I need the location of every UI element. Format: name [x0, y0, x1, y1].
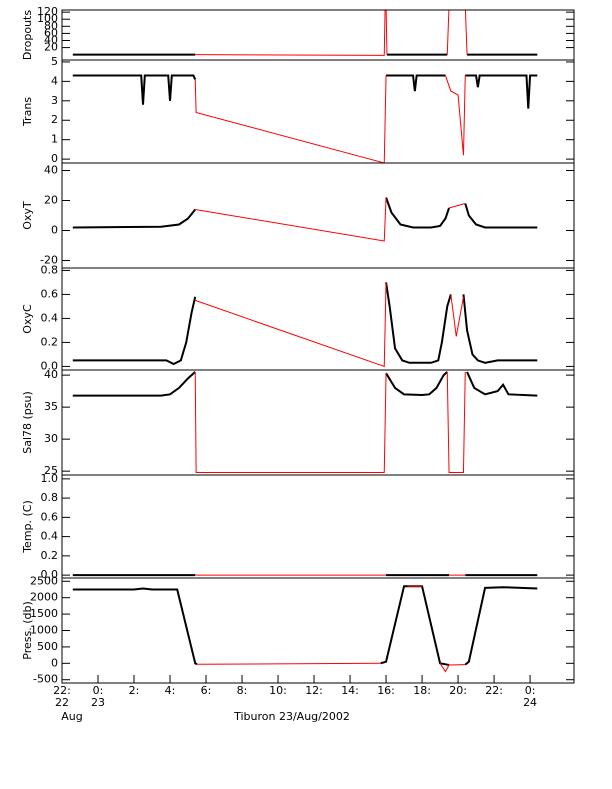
y-tick-label: 0.6: [41, 510, 59, 523]
y-axis-label: Trans: [21, 97, 34, 127]
x-axis-label: Tiburon 23/Aug/2002: [233, 710, 350, 723]
y-tick-label: 0.4: [41, 311, 59, 324]
y-tick-label: 40: [44, 33, 58, 46]
x-tick-label: 8:: [237, 684, 248, 697]
x-tick-label: 22:: [485, 684, 503, 697]
y-axis-label: OxyT: [21, 201, 34, 230]
panel-frame: [61, 9, 575, 61]
y-tick-label: 20: [44, 41, 58, 54]
x-tick-label: 20:: [449, 684, 467, 697]
panel-frame: [61, 162, 575, 269]
x-tick-date: 24: [523, 696, 537, 709]
y-tick-label: 2000: [30, 591, 58, 604]
x-tick-label: 14:: [341, 684, 359, 697]
y-tick-label: 80: [44, 19, 58, 32]
data-line: [194, 75, 466, 163]
y-tick-label: 0: [51, 152, 58, 165]
y-tick-label: 0.0: [41, 359, 59, 372]
y-tick-label: 2500: [30, 574, 58, 587]
x-tick-label: 10:: [269, 684, 287, 697]
y-tick-label: 100: [37, 12, 58, 25]
y-axis-label: OxyC: [21, 304, 34, 334]
y-tick-label: 35: [44, 400, 58, 413]
data-line: [197, 585, 466, 673]
panel-frame: [61, 474, 575, 579]
panel-data: [72, 282, 538, 368]
data-line: [194, 371, 466, 473]
y-tick-label: 1500: [30, 607, 58, 620]
y-tick-label: 0.2: [41, 335, 59, 348]
y-tick-label: 1: [51, 133, 58, 146]
x-tick-label: 4:: [165, 684, 176, 697]
panel-data: [72, 371, 538, 473]
y-tick-label: 60: [44, 26, 58, 39]
x-tick-date: 22: [55, 696, 69, 709]
x-tick-date: 23: [91, 696, 105, 709]
data-line: [195, 197, 466, 242]
y-tick-label: 40: [44, 368, 58, 381]
x-tick-label: 0:: [525, 684, 536, 697]
y-tick-label: 2: [51, 113, 58, 126]
data-line: [195, 282, 464, 368]
y-tick-label: 0: [51, 656, 58, 669]
y-axis-label: Sal78 (psu): [21, 391, 34, 454]
panel-frame: [61, 577, 575, 684]
data-line: [72, 585, 538, 666]
x-tick-label: 18:: [413, 684, 431, 697]
x-tick-label: 22:: [53, 684, 71, 697]
x-month: Aug: [61, 710, 82, 723]
data-line: [72, 197, 538, 229]
y-tick-label: 0.8: [41, 491, 59, 504]
y-tick-label: 1.0: [41, 472, 59, 485]
y-tick-label: 120: [37, 5, 58, 18]
x-tick-label: 16:: [377, 684, 395, 697]
x-tick-label: 0:: [93, 684, 104, 697]
y-tick-label: 25: [44, 464, 58, 477]
y-tick-label: 0.0: [41, 568, 59, 581]
panel-frame: [61, 369, 575, 476]
y-tick-label: 0: [51, 224, 58, 237]
y-axis-label: Dropouts: [21, 10, 34, 60]
panel-data: [72, 585, 538, 673]
y-tick-label: -20: [40, 254, 58, 267]
y-tick-label: 0.2: [41, 549, 59, 562]
y-axis-label: Temp. (C): [21, 500, 34, 554]
y-tick-label: 1000: [30, 624, 58, 637]
x-tick-label: 2:: [129, 684, 140, 697]
x-tick-label: 12:: [305, 684, 323, 697]
y-tick-label: 0.8: [41, 263, 59, 276]
y-tick-label: 500: [37, 640, 58, 653]
panel-frame: [61, 267, 575, 371]
data-line: [72, 371, 538, 397]
y-tick-label: 4: [51, 74, 58, 87]
y-tick-label: 30: [44, 432, 58, 445]
y-tick-label: 20: [44, 194, 58, 207]
y-tick-label: 5: [51, 55, 58, 68]
panel-data: [72, 10, 538, 56]
y-axis-label: Press. (db): [21, 601, 34, 660]
data-line: [195, 10, 468, 56]
x-tick-label: 6:: [201, 684, 212, 697]
panel-data: [72, 74, 538, 163]
y-tick-label: 3: [51, 94, 58, 107]
y-tick-label: 0.6: [41, 287, 59, 300]
y-tick-label: -500: [33, 673, 58, 686]
y-tick-label: 0.4: [41, 530, 59, 543]
data-line: [72, 282, 538, 366]
panel-data: [72, 197, 538, 242]
data-line: [72, 74, 538, 109]
y-tick-label: 40: [44, 164, 58, 177]
